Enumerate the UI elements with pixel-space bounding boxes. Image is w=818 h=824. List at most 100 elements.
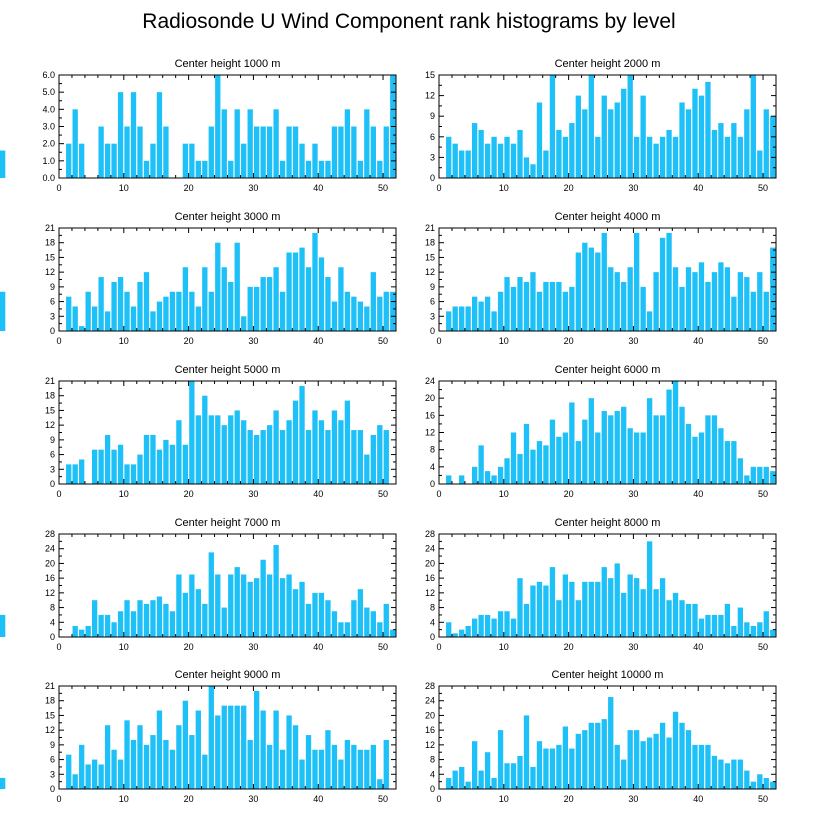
histogram-bar (202, 395, 208, 484)
histogram-bar (286, 252, 292, 331)
histogram-bar (189, 735, 195, 789)
histogram-bar (156, 710, 163, 789)
histogram-bar (130, 92, 137, 178)
panel-title: Center height 5000 m (175, 364, 281, 376)
histogram-bar (646, 737, 653, 789)
histogram-bar (292, 252, 299, 331)
histogram-bar (582, 419, 588, 485)
histogram-bar (750, 625, 756, 637)
histogram-bar (169, 749, 176, 789)
histogram-bar (536, 581, 543, 637)
histogram-bar (163, 126, 169, 178)
histogram-bar (504, 277, 510, 331)
histogram-bar (582, 581, 588, 637)
histogram-bar (79, 629, 85, 637)
histogram-bar (195, 160, 201, 178)
histogram-bar (452, 306, 458, 331)
histogram-bar (169, 291, 176, 331)
histogram-bar (446, 475, 452, 484)
histogram-bar (234, 410, 240, 484)
histogram-bar (85, 291, 91, 331)
histogram-bar (621, 759, 627, 789)
histogram-bar (497, 730, 504, 789)
y-tick-label: 20 (425, 393, 435, 403)
histogram-bar (601, 567, 607, 637)
y-tick-label: 18 (45, 238, 55, 248)
histogram-bar (595, 252, 601, 331)
panel-1: Center height 1000 m 0 10 20 30 40 50 0.0 1.0 2.0… (42, 58, 397, 193)
histogram-bar (614, 744, 620, 789)
histogram-bar (530, 585, 536, 637)
histogram-bar (305, 160, 312, 178)
histogram-bar (685, 267, 692, 331)
histogram-bar (91, 600, 98, 637)
histogram-bar (292, 126, 299, 178)
histogram-bar (556, 600, 562, 637)
x-tick-label: 0 (436, 642, 441, 652)
histogram-bar (85, 764, 91, 789)
histogram-bar (195, 710, 201, 789)
x-tick-label: 50 (758, 336, 768, 346)
histogram-bar (189, 381, 195, 484)
histogram-bar (124, 291, 130, 331)
histogram-bar (763, 291, 769, 331)
histogram-bar (517, 453, 523, 484)
histogram-bar (679, 722, 685, 789)
histogram-bar (724, 136, 731, 178)
panel-7: Center height 7000 m 0 10 20 30 40 50 0 4 8 12 16 20… (0, 517, 397, 652)
histogram-bar (621, 592, 627, 637)
histogram-bar (685, 603, 692, 637)
histogram-bar (471, 296, 478, 331)
histogram-bar (478, 770, 484, 789)
histogram-bar (750, 781, 756, 789)
histogram-bar (711, 614, 718, 637)
histogram-bar (273, 109, 279, 178)
histogram-bar (724, 267, 731, 331)
histogram-bar (718, 428, 724, 484)
histogram-bar (465, 150, 471, 178)
x-tick-label: 30 (248, 794, 258, 804)
histogram-bar (305, 735, 312, 789)
histogram-bar (634, 578, 640, 637)
histogram-bar (549, 419, 556, 485)
histogram-bar (582, 730, 588, 789)
histogram-bar (588, 247, 594, 331)
histogram-bar (621, 88, 627, 178)
histogram-bar (569, 581, 575, 637)
histogram-bar (266, 574, 273, 637)
histogram-bar (744, 622, 750, 637)
histogram-bar (459, 150, 465, 178)
y-tick-label: 24 (425, 376, 435, 386)
histogram-bar (711, 415, 718, 484)
histogram-bar (66, 754, 72, 789)
histogram-bar (91, 759, 98, 789)
histogram-bar (491, 475, 497, 484)
histogram-bar (530, 766, 536, 789)
histogram-bar (247, 739, 253, 789)
x-tick-label: 40 (693, 794, 703, 804)
histogram-bar (383, 291, 389, 331)
histogram-bar (241, 420, 247, 484)
histogram-bar (698, 618, 705, 637)
histogram-bar (247, 581, 253, 637)
x-tick-label: 50 (378, 336, 388, 346)
histogram-bar (163, 296, 169, 331)
histogram-bar (182, 267, 189, 331)
histogram-bar (351, 296, 357, 331)
histogram-bar (672, 711, 679, 789)
x-tick-label: 30 (248, 183, 258, 193)
histogram-bar (770, 116, 776, 178)
histogram-bar (351, 600, 357, 637)
histogram-bar (104, 311, 111, 331)
histogram-bar (484, 143, 491, 178)
histogram-bar (679, 286, 685, 331)
histogram-bar (254, 434, 260, 484)
histogram-bar (260, 126, 266, 178)
histogram-bar (679, 600, 685, 637)
histogram-bar (189, 291, 195, 331)
histogram-bar (692, 272, 698, 331)
histogram-bar (659, 578, 666, 637)
histogram-bar (357, 589, 364, 637)
histogram-bar (286, 126, 292, 178)
y-tick-label: 8 (430, 445, 435, 455)
